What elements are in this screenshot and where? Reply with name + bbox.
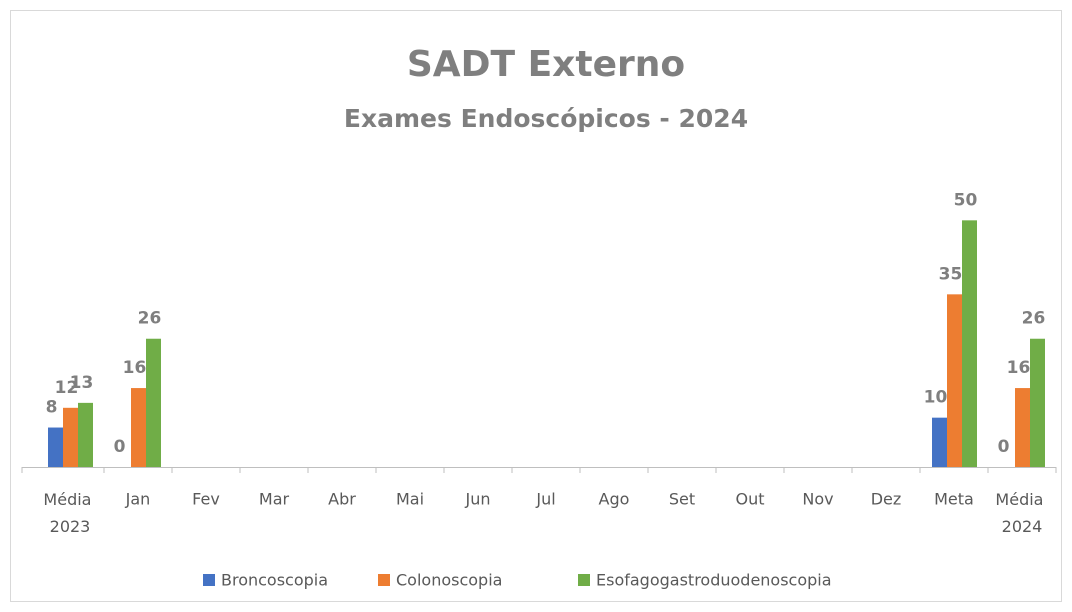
value-label: 50 bbox=[954, 190, 978, 210]
chart-frame bbox=[10, 10, 1062, 602]
value-label: 35 bbox=[939, 264, 963, 284]
legend-swatch bbox=[578, 574, 590, 586]
bar bbox=[932, 417, 947, 467]
value-label: 0 bbox=[998, 437, 1010, 457]
value-label: 26 bbox=[138, 309, 162, 329]
x-tick-label: Mai bbox=[396, 490, 424, 509]
bar bbox=[962, 220, 977, 467]
x-tick-label: Mar bbox=[259, 490, 290, 509]
x-tick-label: Set bbox=[669, 490, 695, 509]
x-tick-label: Jan bbox=[125, 490, 151, 509]
value-label: 12 bbox=[55, 378, 79, 398]
bar bbox=[1030, 338, 1045, 467]
value-label: 8 bbox=[46, 398, 58, 418]
legend-label: Broncoscopia bbox=[221, 571, 328, 590]
bar bbox=[63, 407, 78, 467]
bar bbox=[146, 338, 161, 467]
bar bbox=[78, 402, 93, 467]
legend-swatch bbox=[378, 574, 390, 586]
bar bbox=[947, 294, 962, 467]
x-tick-label: Média 2023 bbox=[43, 490, 96, 536]
x-tick-label: Média 2024 bbox=[995, 490, 1048, 536]
chart-title: SADT Externo bbox=[407, 44, 685, 85]
value-label: 26 bbox=[1022, 309, 1046, 329]
x-tick-label: Abr bbox=[328, 490, 356, 509]
value-label: 10 bbox=[924, 388, 948, 408]
x-tick-label: Jun bbox=[465, 490, 491, 509]
x-tick-label: Meta bbox=[934, 490, 974, 509]
value-label: 16 bbox=[123, 358, 147, 378]
x-tick-label: Dez bbox=[871, 490, 902, 509]
chart-subtitle: Exames Endoscópicos - 2024 bbox=[344, 104, 748, 133]
bar bbox=[131, 388, 146, 467]
x-tick-label: Fev bbox=[192, 490, 220, 509]
value-label: 13 bbox=[70, 373, 94, 393]
legend-label: Colonoscopia bbox=[396, 571, 502, 590]
bar bbox=[1015, 388, 1030, 467]
x-tick-label: Out bbox=[735, 490, 764, 509]
x-tick-label: Ago bbox=[599, 490, 630, 509]
legend-label: Esofagogastroduodenoscopia bbox=[596, 571, 832, 590]
legend-swatch bbox=[203, 574, 215, 586]
bar bbox=[48, 427, 63, 467]
x-tick-label: Jul bbox=[535, 490, 555, 509]
value-label: 0 bbox=[114, 437, 126, 457]
x-tick-label: Nov bbox=[802, 490, 833, 509]
value-label: 16 bbox=[1007, 358, 1031, 378]
